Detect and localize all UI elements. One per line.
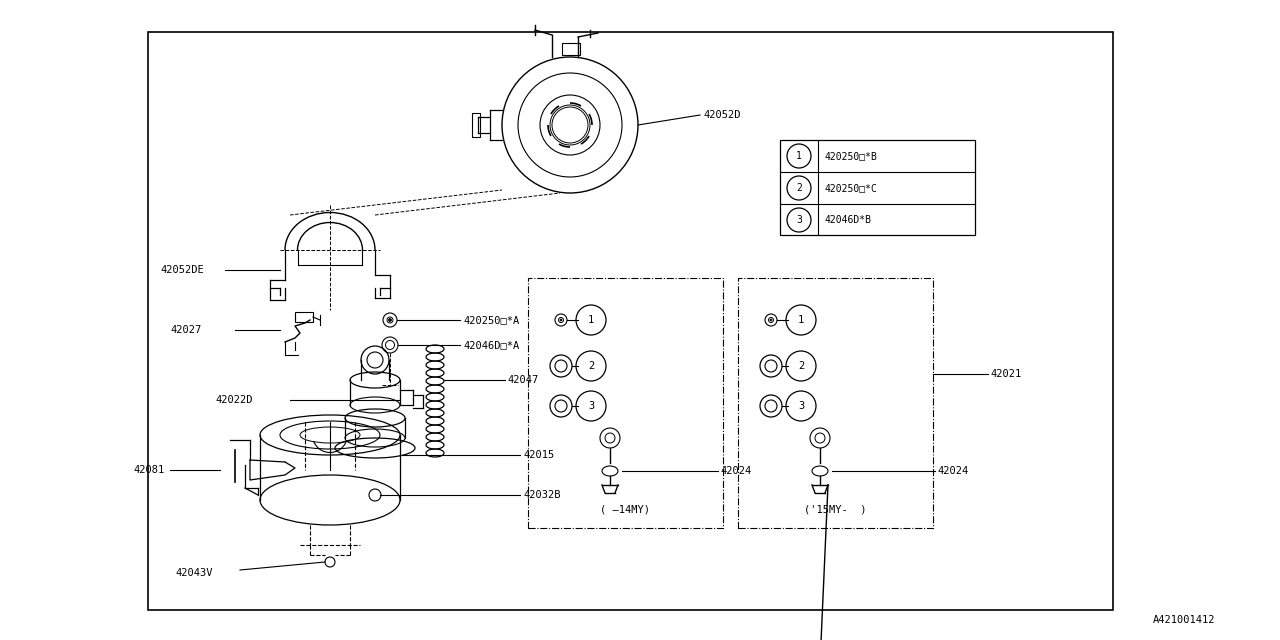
- Text: A421001412: A421001412: [1152, 615, 1215, 625]
- Bar: [294, 312, 314, 322]
- Text: 42081: 42081: [133, 465, 165, 475]
- Bar: [529, 278, 723, 528]
- Text: 42052DE: 42052DE: [160, 265, 204, 275]
- Bar: [148, 32, 1114, 610]
- Text: 420250□*A: 420250□*A: [463, 315, 520, 325]
- Text: ('15MY-  ): ('15MY- ): [804, 505, 867, 515]
- Text: ( —14MY): ( —14MY): [600, 505, 650, 515]
- Circle shape: [389, 319, 392, 321]
- Text: 1: 1: [796, 151, 803, 161]
- Bar: [739, 278, 933, 528]
- Bar: [780, 140, 975, 235]
- Text: 42032B: 42032B: [524, 490, 561, 500]
- Text: 1: 1: [588, 315, 594, 325]
- Text: 1: 1: [797, 315, 804, 325]
- Text: 420250□*C: 420250□*C: [824, 183, 877, 193]
- Text: 42024: 42024: [721, 466, 751, 476]
- Text: 2: 2: [796, 183, 803, 193]
- Text: 3: 3: [797, 401, 804, 411]
- Text: 42021: 42021: [989, 369, 1021, 379]
- Text: 3: 3: [796, 215, 803, 225]
- Text: 42015: 42015: [524, 450, 554, 460]
- Text: 42052D: 42052D: [703, 110, 741, 120]
- Text: 420250□*B: 420250□*B: [824, 151, 877, 161]
- Text: 2: 2: [797, 361, 804, 371]
- Text: 42046D*B: 42046D*B: [824, 215, 870, 225]
- Bar: [472, 113, 480, 137]
- Text: 42024: 42024: [937, 466, 968, 476]
- Circle shape: [771, 319, 772, 321]
- Text: 3: 3: [588, 401, 594, 411]
- Text: 42046D□*A: 42046D□*A: [463, 340, 520, 350]
- Text: 42047: 42047: [507, 375, 539, 385]
- Text: 42022D: 42022D: [215, 395, 252, 405]
- Bar: [562, 43, 580, 55]
- Text: 2: 2: [588, 361, 594, 371]
- Text: 42043V: 42043V: [175, 568, 212, 578]
- Text: 42027: 42027: [170, 325, 201, 335]
- Circle shape: [561, 319, 562, 321]
